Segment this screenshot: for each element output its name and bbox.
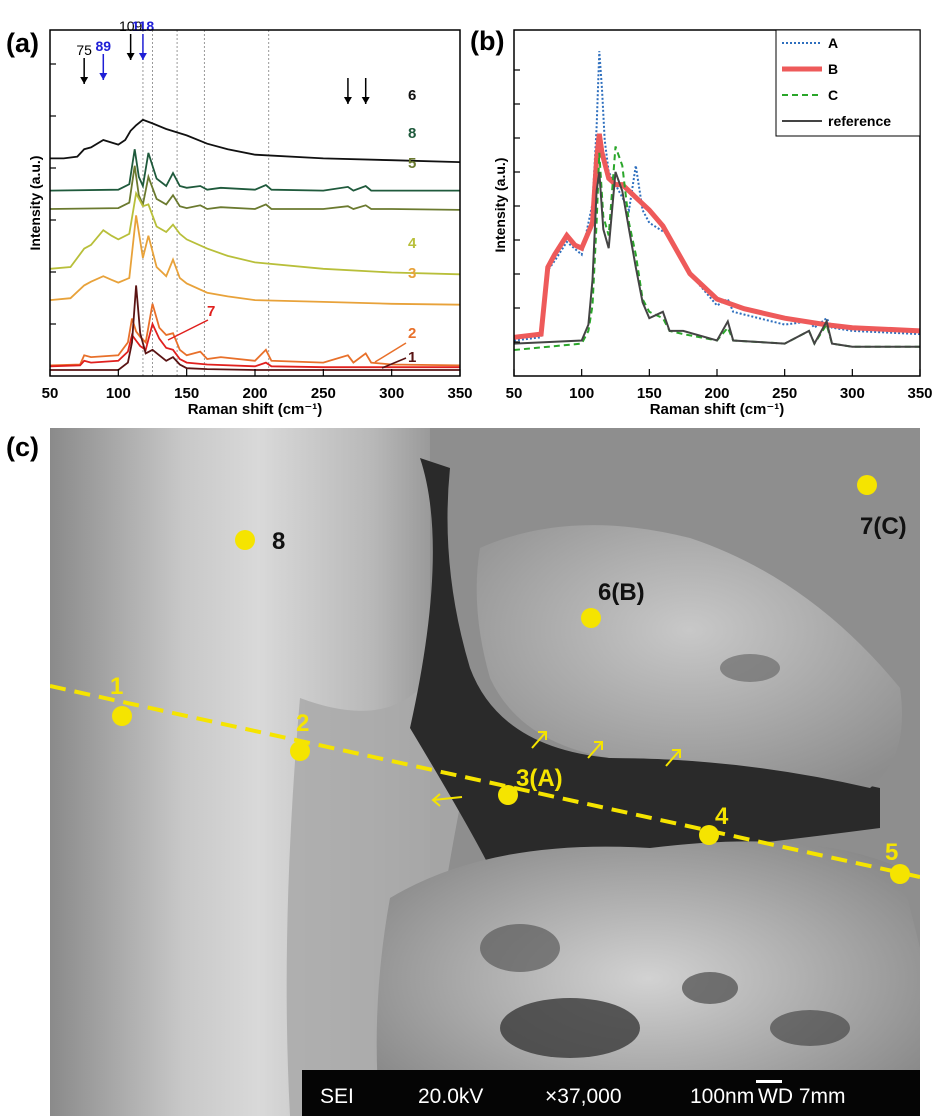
measurement-point [112,706,132,726]
measurement-point-label: 7(C) [860,513,907,540]
peak-marker-arrowhead [343,97,352,104]
measurement-point [890,864,910,884]
x-tick-label: 50 [42,385,59,402]
series-line-2 [49,303,461,367]
legend-box [775,29,921,137]
sem-magnification: ×37,000 [545,1085,622,1108]
legend-entry: C [828,87,838,103]
x-tick-label: 300 [379,385,404,402]
panel-label-c: (c) [6,432,39,462]
panel-label-b: (b) [470,26,505,56]
series-label-leader [167,319,209,341]
panel-label-a: (a) [6,28,39,58]
peak-marker-arrowhead [99,73,108,80]
measurement-point [699,825,719,845]
series-label-2: 2 [408,325,416,342]
series-line-6 [50,118,461,163]
measurement-point-label: 6(B) [598,579,645,606]
measurement-point-label: 5 [885,839,898,866]
x-tick-label: 150 [174,385,199,402]
measurement-point-label: 1 [110,673,123,700]
series-label-6: 6 [408,87,416,104]
peak-marker-arrowhead [126,53,135,60]
x-tick-label: 350 [907,385,932,402]
series-line-7 [49,321,460,369]
dark-gap-region [410,458,880,868]
sem-scale-label: 100nm [690,1085,754,1108]
lower-flake-region [376,841,920,1116]
peak-marker-arrowhead [138,53,147,60]
peak-marker-label: 89 [96,38,112,54]
measurement-point-label: 4 [715,803,729,830]
series-label-7: 7 [207,303,215,320]
measurement-point [581,608,601,628]
sem-micrograph: 1 2 3(A) 4 5 6(B) 7(C) 8 SEI 20.0kV ×37,000 100… [50,428,920,1116]
sem-info-bar [302,1070,920,1116]
surface-spot [720,654,780,682]
series-line-C [513,146,920,351]
fiber-edge-region [286,688,470,1116]
series-label-leader [374,342,407,363]
upper-flake-region [476,525,902,788]
series-label-8: 8 [408,125,416,142]
legend-entry: reference [828,113,891,129]
series-line-8 [49,149,460,192]
surface-spot [682,972,738,1004]
series-line-1 [50,285,460,371]
series-line-4 [49,190,461,276]
peak-marker-label: 75 [76,42,92,58]
measurement-point-label: 8 [272,528,285,555]
measurement-point-label: 3(A) [516,765,563,792]
sem-mode: SEI [320,1085,354,1108]
x-tick-label: 250 [772,385,797,402]
series-line-B [513,133,921,340]
measurement-point [857,475,877,495]
x-tick-label: 200 [704,385,729,402]
legend-entry: A [828,35,838,51]
legend-entry: B [828,61,838,77]
series-line-reference [513,171,920,348]
y-axis-label-b: Intensity (a.u.) [492,158,508,253]
surface-spot [500,998,640,1058]
series-label-4: 4 [408,235,417,252]
x-tick-label: 50 [506,385,523,402]
series-label-3: 3 [408,265,416,282]
x-tick-label: 350 [447,385,472,402]
measurement-point [235,530,255,550]
peak-marker-arrowhead [80,77,89,84]
series-line-3 [49,215,461,306]
sem-working-distance: WD 7mm [758,1085,846,1108]
surface-spot [480,924,560,972]
y-axis-label-a: Intensity (a.u.) [27,156,43,251]
measurement-point-label: 2 [296,710,309,737]
x-tick-label: 100 [106,385,131,402]
peak-marker-arrowhead [361,97,370,104]
measurement-point [498,785,518,805]
x-tick-label: 200 [242,385,267,402]
series-label-leader [381,357,407,369]
yellow-arrows [431,731,681,807]
scale-bar [756,1080,782,1083]
x-tick-label: 100 [569,385,594,402]
series-label-5: 5 [408,155,416,172]
sem-voltage: 20.0kV [418,1085,483,1108]
series-label-1: 1 [408,349,416,366]
x-axis-label-a: Raman shift (cm⁻¹) [188,401,323,418]
x-tick-label: 150 [637,385,662,402]
x-axis-label-b: Raman shift (cm⁻¹) [650,401,785,418]
measurement-point [290,741,310,761]
surface-spot [770,1010,850,1046]
x-tick-label: 300 [840,385,865,402]
x-tick-label: 250 [311,385,336,402]
series-line-5 [49,165,461,211]
